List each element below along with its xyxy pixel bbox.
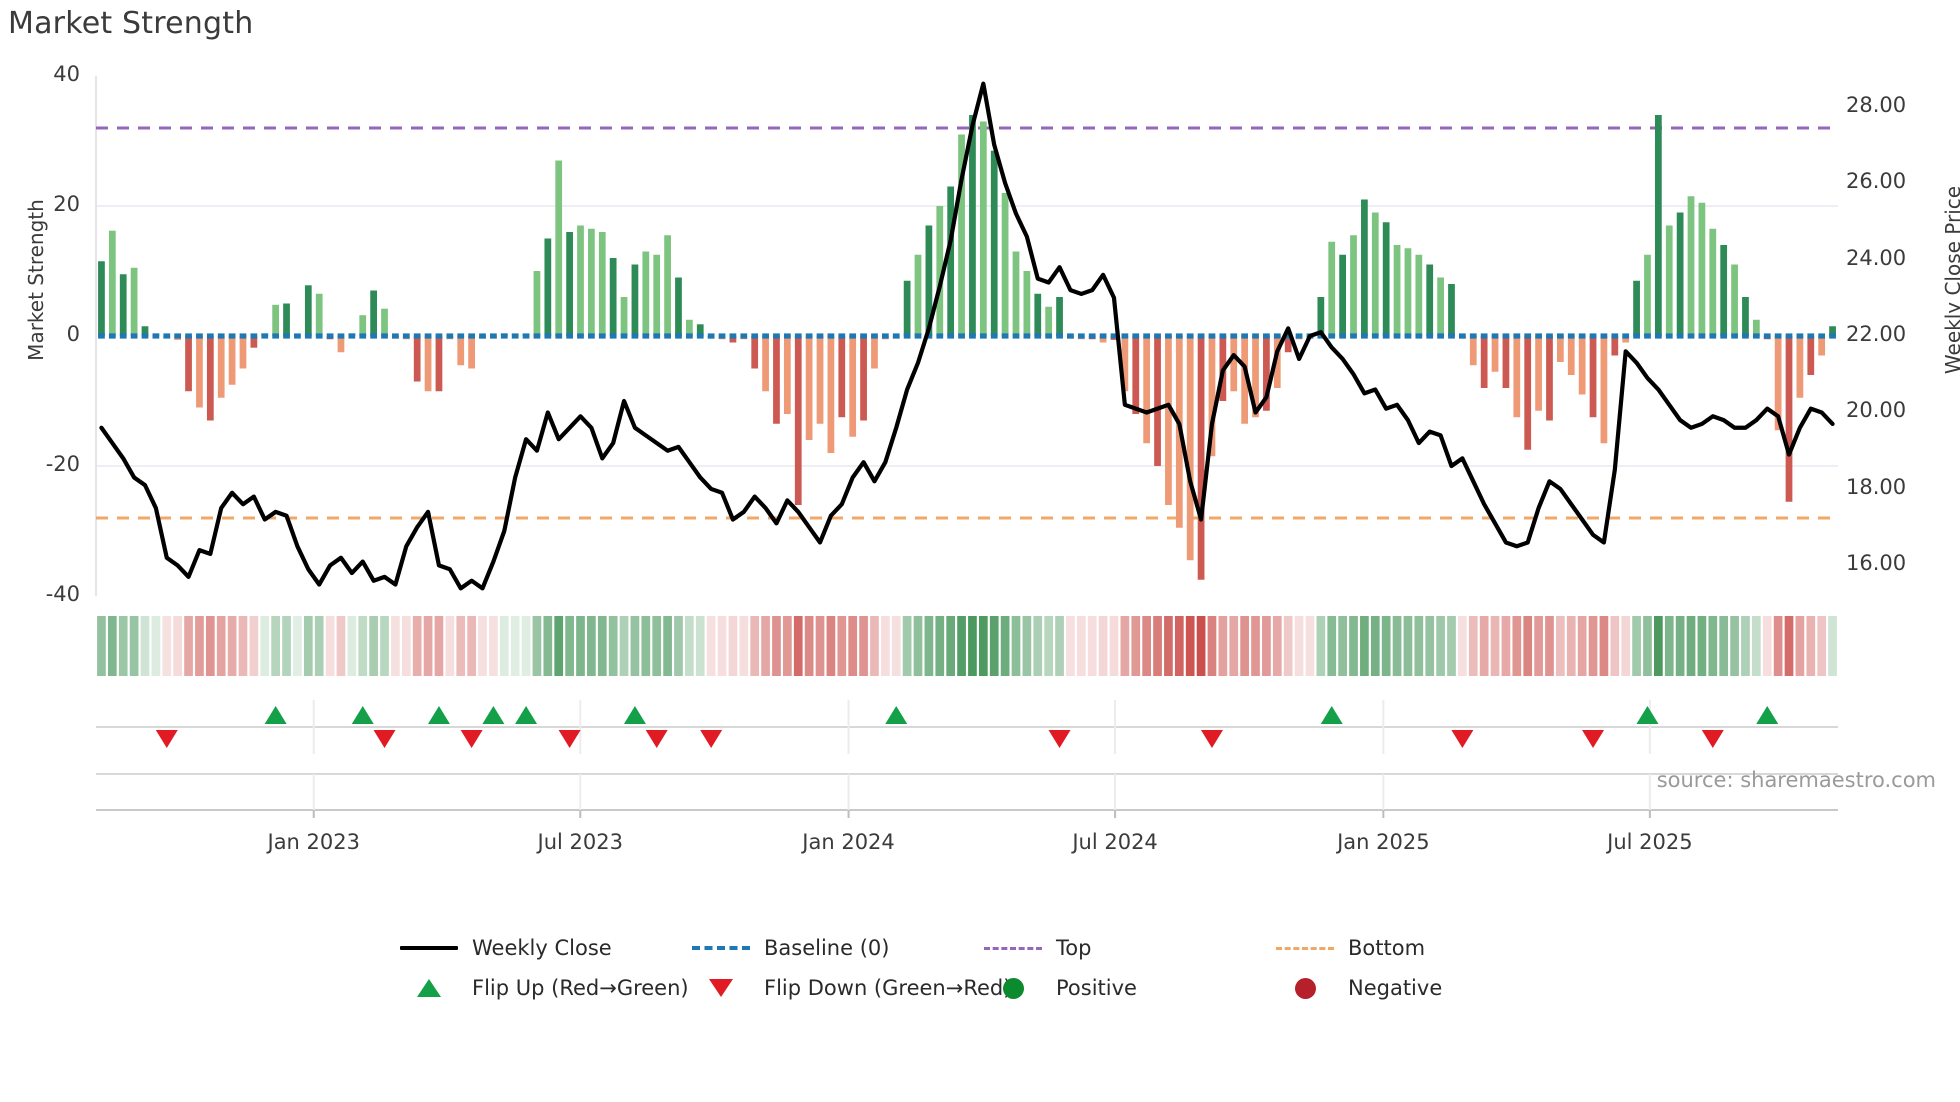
legend-row-1: Weekly Close Baseline (0) Top Bottom	[0, 928, 1960, 968]
y-tick-right: 18.00	[1846, 474, 1907, 499]
x-tick: Jan 2024	[802, 830, 895, 854]
legend-item-top[interactable]: Top	[980, 935, 1272, 961]
page-title: Market Strength	[8, 6, 254, 41]
y-tick-right: 22.00	[1846, 322, 1907, 346]
y-axis-right-label: Weekly Close Price	[1941, 185, 1960, 375]
legend-item-positive[interactable]: Positive	[980, 975, 1272, 1001]
flip-markers-svg	[96, 700, 1838, 754]
line-dashed-purple-icon	[980, 935, 1046, 961]
axis-baseline-svg	[96, 773, 1838, 818]
legend-label: Positive	[1056, 976, 1137, 1000]
legend-item-flip-down[interactable]: Flip Down (Green→Red)	[688, 975, 1011, 1001]
x-tick: Jul 2024	[1072, 830, 1158, 854]
legend-item-bottom[interactable]: Bottom	[1272, 935, 1564, 961]
line-solid-black-icon	[396, 935, 462, 961]
x-tick: Jul 2023	[537, 830, 623, 854]
legend-row-2: Flip Up (Red→Green) Flip Down (Green→Red…	[0, 968, 1960, 1008]
legend-label: Top	[1056, 936, 1092, 960]
legend-item-weekly-close[interactable]: Weekly Close	[396, 935, 688, 961]
y-tick-left: 20	[53, 192, 80, 216]
y-tick-left: -20	[45, 452, 80, 476]
line-dashed-orange-icon	[1272, 935, 1338, 961]
x-tick: Jan 2023	[267, 830, 361, 854]
y-tick-left: 0	[66, 322, 80, 346]
triangle-up-icon	[396, 975, 462, 1001]
y-tick-right: 16.00	[1846, 551, 1907, 576]
dot-red-icon	[1272, 975, 1338, 1001]
y-tick-left: -40	[45, 582, 80, 606]
legend-label: Weekly Close	[472, 936, 612, 960]
y-tick-left: 40	[53, 62, 80, 86]
legend-label: Baseline (0)	[764, 936, 890, 960]
source-attribution: source: sharemaestro.com	[1656, 768, 1936, 792]
legend-item-baseline[interactable]: Baseline (0)	[688, 935, 980, 961]
triangle-down-icon	[688, 975, 754, 1001]
plot-area	[95, 76, 1838, 596]
legend-label: Flip Down (Green→Red)	[764, 976, 1012, 1000]
legend-label: Flip Up (Red→Green)	[472, 976, 689, 1000]
legend-label: Negative	[1348, 976, 1443, 1000]
y-tick-right: 24.00	[1846, 245, 1907, 270]
y-tick-right: 26.00	[1846, 169, 1907, 194]
legend-label: Bottom	[1348, 936, 1426, 960]
legend-item-negative[interactable]: Negative	[1272, 975, 1564, 1001]
dot-green-icon	[980, 975, 1046, 1001]
line-dashed-blue-icon	[688, 935, 754, 961]
legend-item-flip-up[interactable]: Flip Up (Red→Green)	[396, 975, 689, 1001]
y-tick-right: 28.00	[1846, 92, 1907, 117]
plot-svg	[95, 76, 1838, 596]
axis-baseline-band	[96, 766, 1838, 818]
y-tick-right: 20.00	[1846, 398, 1907, 423]
flip-marker-band	[96, 692, 1838, 762]
strength-heat-strip	[96, 612, 1838, 680]
chart-legend: Weekly Close Baseline (0) Top Bottom Fli…	[0, 928, 1960, 1008]
heat-strip-svg	[97, 616, 1837, 676]
x-tick: Jul 2025	[1607, 830, 1693, 854]
x-tick: Jan 2025	[1337, 830, 1430, 854]
